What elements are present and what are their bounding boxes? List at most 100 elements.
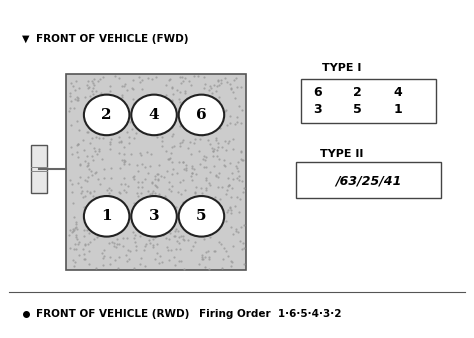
Point: [96, 148, 103, 154]
Point: [90, 193, 97, 198]
Point: [118, 157, 126, 162]
Point: [87, 168, 95, 174]
Point: [200, 110, 207, 116]
Point: [227, 208, 235, 213]
Point: [228, 258, 235, 264]
Bar: [31, 145, 47, 193]
Point: [84, 163, 91, 168]
Point: [142, 205, 149, 210]
Point: [73, 226, 81, 232]
Point: [168, 183, 176, 188]
Point: [211, 220, 219, 225]
Point: [187, 139, 194, 144]
Point: [168, 84, 176, 89]
Point: [127, 151, 135, 157]
Point: [138, 162, 146, 167]
Point: [156, 102, 164, 107]
Point: [91, 170, 99, 175]
Point: [106, 193, 114, 199]
Point: [221, 138, 229, 144]
Point: [84, 174, 92, 179]
Point: [151, 122, 158, 127]
Point: [213, 153, 220, 159]
Point: [235, 168, 242, 173]
Point: [210, 146, 218, 152]
Bar: [66, 74, 246, 270]
Point: [187, 228, 195, 234]
Point: [237, 84, 245, 90]
Point: [106, 261, 113, 267]
Point: [185, 220, 192, 226]
Point: [75, 154, 82, 160]
Point: [215, 77, 222, 83]
Point: [184, 204, 191, 210]
Point: [86, 190, 94, 196]
Point: [118, 138, 125, 144]
Text: /63/25/41: /63/25/41: [336, 174, 402, 187]
Point: [212, 172, 219, 178]
Point: [92, 169, 100, 174]
Point: [92, 204, 100, 210]
Point: [174, 190, 182, 195]
Point: [85, 166, 92, 172]
Point: [179, 103, 186, 108]
Point: [76, 163, 84, 168]
Point: [209, 153, 217, 159]
Point: [85, 248, 92, 253]
Point: [92, 195, 100, 200]
Point: [77, 185, 84, 190]
Point: [154, 172, 161, 177]
Point: [98, 231, 105, 236]
Point: [177, 258, 184, 264]
Point: [136, 79, 143, 84]
Point: [202, 175, 210, 181]
Point: [224, 184, 232, 189]
Point: [170, 91, 177, 97]
Point: [202, 206, 210, 211]
Point: [215, 199, 222, 204]
Point: [66, 177, 74, 183]
Point: [199, 190, 206, 195]
Point: [105, 190, 113, 196]
Point: [87, 93, 94, 98]
Point: [185, 114, 193, 119]
Point: [134, 204, 142, 209]
Point: [70, 105, 78, 111]
Point: [153, 183, 160, 188]
Point: [226, 138, 233, 144]
Point: [231, 96, 239, 101]
Point: [103, 228, 110, 234]
Point: [100, 175, 108, 180]
Point: [96, 182, 104, 187]
Point: [200, 164, 207, 169]
Point: [211, 113, 219, 118]
Point: [187, 152, 195, 157]
Point: [120, 121, 128, 126]
Point: [231, 122, 238, 127]
Point: [130, 265, 137, 271]
Point: [233, 114, 241, 120]
Point: [179, 159, 187, 165]
Point: [126, 161, 133, 167]
Point: [217, 78, 224, 83]
Point: [156, 253, 164, 259]
Point: [199, 256, 207, 261]
Point: [227, 120, 234, 126]
Point: [109, 112, 117, 117]
Point: [187, 82, 195, 88]
Point: [132, 247, 139, 252]
Point: [110, 241, 118, 246]
Point: [210, 248, 218, 254]
Point: [96, 130, 104, 136]
Point: [75, 239, 83, 244]
Point: [215, 98, 223, 103]
Text: 5: 5: [354, 103, 362, 116]
Point: [185, 217, 192, 222]
Point: [181, 75, 189, 80]
Point: [111, 113, 118, 118]
Point: [83, 188, 91, 194]
Ellipse shape: [84, 196, 129, 237]
Point: [142, 130, 150, 135]
Point: [189, 225, 196, 231]
Text: 1: 1: [101, 209, 112, 223]
